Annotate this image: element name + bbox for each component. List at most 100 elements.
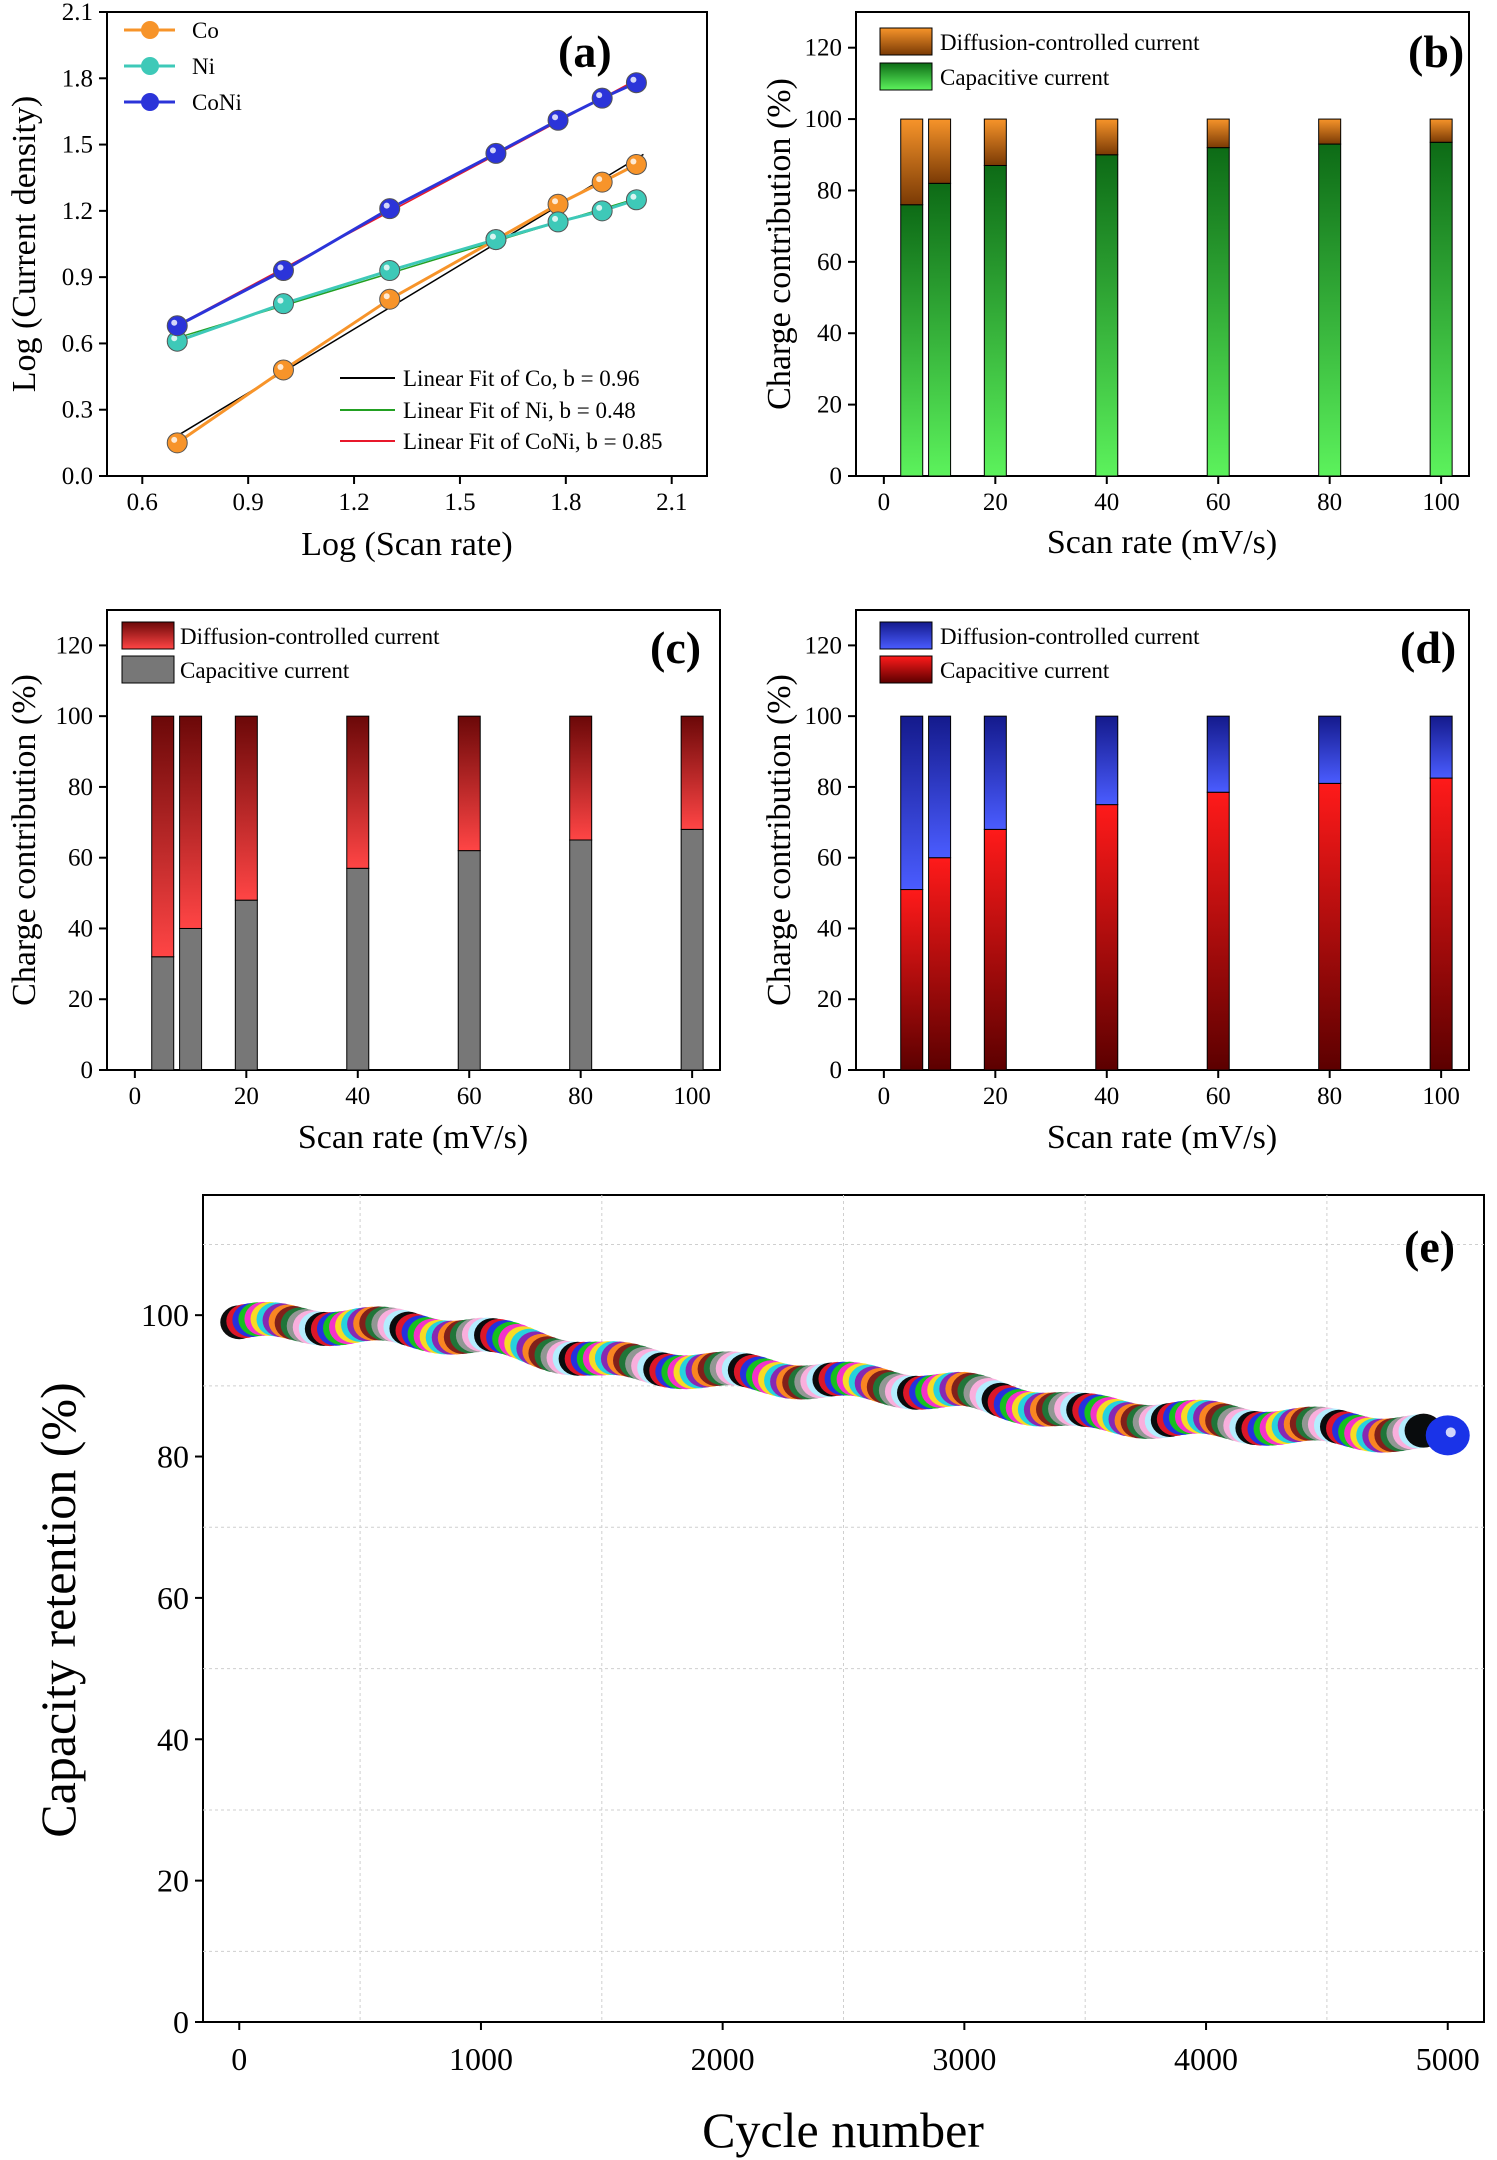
legend-label-fit-coni: Linear Fit of CoNi, b = 0.85 xyxy=(403,429,663,454)
panel-a-ytick-label: 0.3 xyxy=(62,397,93,424)
data-point-co xyxy=(379,288,401,310)
panel-c-xtick-label: 60 xyxy=(457,1083,482,1110)
bar-diffusion xyxy=(1095,715,1119,806)
panel-c-bar-chart: 0 20 40 60 80 100 0 20 40 60 80 100 120 Scan rate (… xyxy=(6,609,721,1156)
panel-e-ytick-label: 0 xyxy=(173,2004,189,2040)
panel-d-legend: Diffusion-controlled current Capacitive … xyxy=(879,621,1200,684)
legend-label-fit-ni: Linear Fit of Ni, b = 0.48 xyxy=(403,398,636,423)
bar-diffusion xyxy=(1095,118,1119,156)
bar-capacitive xyxy=(1429,141,1453,477)
panel-d-ytick-label: 0 xyxy=(830,1057,843,1084)
panel-b-xtick-label: 100 xyxy=(1422,489,1460,516)
panel-d-xtick-label: 0 xyxy=(878,1083,891,1110)
panel-d-ytick-label: 100 xyxy=(805,703,843,730)
panel-a-xlabel: Log (Scan rate) xyxy=(301,526,512,563)
panel-a-xtick-label: 1.5 xyxy=(444,489,475,516)
bar-capacitive xyxy=(983,164,1007,477)
data-point-highlight xyxy=(277,363,284,370)
panel-b-ytick-label: 100 xyxy=(805,106,843,133)
bar-diffusion xyxy=(1206,118,1230,149)
bar-capacitive xyxy=(1318,143,1342,477)
panel-d-xtick-label: 80 xyxy=(1317,1083,1342,1110)
bar-capacitive xyxy=(346,867,370,1071)
panel-d-ytick-label: 80 xyxy=(817,774,842,801)
bar-diffusion xyxy=(680,715,704,830)
data-point-ni xyxy=(272,293,294,315)
legend-label-diffusion: Diffusion-controlled current xyxy=(180,624,440,649)
legend-swatch-coni-marker xyxy=(141,93,159,111)
legend-item-fit-coni: Linear Fit of CoNi, b = 0.85 xyxy=(340,429,663,454)
legend-swatch-diffusion xyxy=(879,27,933,56)
panel-e-xlabel: Cycle number xyxy=(702,2102,984,2158)
legend-label-fit-co: Linear Fit of Co, b = 0.96 xyxy=(403,366,640,391)
data-point-coni xyxy=(485,142,507,164)
legend-swatch-co-marker xyxy=(141,21,159,39)
panel-d-xtick-label: 20 xyxy=(983,1083,1008,1110)
panel-e-ytick-label: 60 xyxy=(157,1580,189,1616)
panel-b-ylabel: Charge contribution (%) xyxy=(761,78,798,410)
panel-d-xtick-label: 100 xyxy=(1422,1083,1460,1110)
panel-a-legend: Co Ni CoNi Linear Fit of Co, b = 0.96 Li… xyxy=(124,18,663,454)
panel-e-ytick-label: 20 xyxy=(157,1863,189,1899)
data-point-co xyxy=(272,359,294,381)
legend-label-co: Co xyxy=(192,18,219,43)
panel-b-xtick-label: 80 xyxy=(1317,489,1342,516)
legend-label-capacitive: Capacitive current xyxy=(180,658,350,683)
panel-b-ytick-label: 80 xyxy=(817,177,842,204)
panel-a-label: (a) xyxy=(558,26,612,77)
legend-label-diffusion: Diffusion-controlled current xyxy=(940,624,1200,649)
legend-label-diffusion: Diffusion-controlled current xyxy=(940,30,1200,55)
panel-c-xtick-label: 80 xyxy=(568,1083,593,1110)
panel-b-xlabel: Scan rate (mV/s) xyxy=(1047,524,1277,561)
data-point-coni xyxy=(625,72,647,94)
panel-c-ytick-label: 120 xyxy=(56,632,94,659)
bar-capacitive xyxy=(1095,804,1119,1071)
panel-e-ytick-label: 40 xyxy=(157,1721,189,1757)
panel-c-xtick-label: 100 xyxy=(673,1083,711,1110)
bar-diffusion xyxy=(928,715,952,859)
legend-swatch-capacitive xyxy=(121,655,175,684)
panel-a-xtick-label: 0.9 xyxy=(233,489,264,516)
panel-c-ytick-label: 80 xyxy=(68,774,93,801)
panel-e-xtick-label: 3000 xyxy=(932,2041,996,2077)
panel-c-label: (c) xyxy=(650,622,701,673)
legend-label-capacitive: Capacitive current xyxy=(940,65,1110,90)
legend-swatch-diffusion xyxy=(121,621,175,650)
data-point-highlight xyxy=(630,193,637,200)
bar-diffusion xyxy=(1429,118,1453,143)
data-point-highlight xyxy=(630,158,637,165)
panel-a-ytick-label: 2.1 xyxy=(62,0,93,26)
data-point-ni xyxy=(625,189,647,211)
data-point-co xyxy=(547,193,569,215)
panel-a-xtick-label: 1.2 xyxy=(338,489,369,516)
panel-a-ytick-label: 1.8 xyxy=(62,65,93,92)
bar-capacitive xyxy=(179,927,203,1071)
bar-diffusion xyxy=(928,118,952,184)
panel-c-xlabel: Scan rate (mV/s) xyxy=(298,1119,528,1156)
panel-e-scatter-plot: 0 1000 2000 3000 4000 5000 0 20 40 60 80 100 Cycle… xyxy=(30,1194,1485,2158)
panel-d-ylabel: Charge contribution (%) xyxy=(761,674,798,1006)
panel-c-ytick-label: 100 xyxy=(56,703,94,730)
panel-b-ytick-label: 40 xyxy=(817,320,842,347)
bar-diffusion xyxy=(1318,715,1342,784)
panel-d-xtick-label: 40 xyxy=(1094,1083,1119,1110)
bar-capacitive xyxy=(1206,791,1230,1071)
panel-e-ytick-label: 80 xyxy=(157,1439,189,1475)
data-point-ni xyxy=(547,211,569,233)
legend-swatch-capacitive xyxy=(879,62,933,91)
data-point-highlight xyxy=(596,204,603,211)
data-point-highlight xyxy=(552,198,559,205)
bar-capacitive xyxy=(928,182,952,477)
bar-diffusion xyxy=(569,715,593,841)
panel-d-label: (d) xyxy=(1400,622,1456,673)
bar-capacitive xyxy=(569,839,593,1071)
data-point-co xyxy=(166,432,188,454)
legend-item-coni: CoNi xyxy=(124,90,242,115)
panel-b-ytick-label: 120 xyxy=(805,35,843,62)
bar-capacitive xyxy=(1429,777,1453,1071)
data-point-highlight xyxy=(489,233,496,240)
panel-d-ytick-label: 120 xyxy=(805,632,843,659)
data-point-ni xyxy=(591,200,613,222)
panel-a-ytick-label: 1.5 xyxy=(62,132,93,159)
panel-e-ytick-label: 100 xyxy=(141,1297,189,1333)
